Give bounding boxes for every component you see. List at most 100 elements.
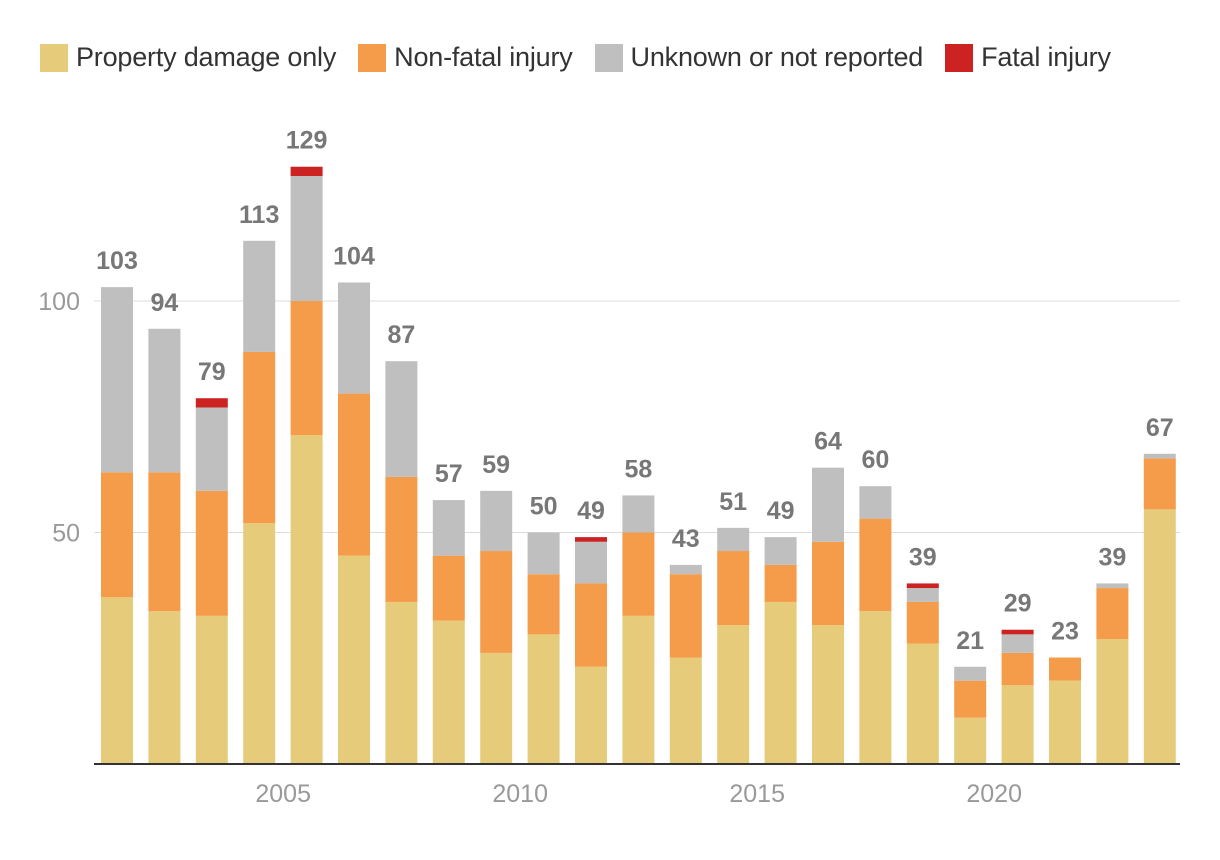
- y-tick-label-100: 100: [38, 288, 80, 316]
- bar-segment-2024-property-damage-only: [1143, 509, 1176, 764]
- legend: Property damage only Non-fatal injury Un…: [40, 42, 1133, 73]
- bar-segment-2004-property-damage-only: [195, 615, 228, 764]
- bar-segment-2005-non-fatal-injury: [243, 351, 276, 524]
- bar-segment-2013-property-damage-only: [622, 615, 655, 764]
- bar-segment-2003-property-damage-only: [148, 611, 181, 764]
- bar-segment-2018-unknown-or-not-reported: [859, 486, 892, 519]
- legend-swatch-unknown: [594, 43, 623, 72]
- bar-segment-2004-fatal-injury: [195, 398, 228, 408]
- total-label-2014: 43: [672, 525, 700, 553]
- bar-segment-2007-unknown-or-not-reported: [338, 282, 370, 394]
- bar-segment-2013-non-fatal-injury: [622, 532, 655, 616]
- bar-segment-2018-property-damage-only: [859, 611, 892, 764]
- bar-segment-2002-non-fatal-injury: [101, 472, 133, 598]
- total-label-2024: 67: [1146, 414, 1174, 442]
- legend-swatch-fatal-injury: [945, 43, 974, 72]
- total-label-2003: 94: [150, 289, 178, 317]
- bar-segment-2015-unknown-or-not-reported: [717, 527, 750, 552]
- legend-item-unknown: Unknown or not reported: [594, 42, 923, 73]
- total-label-2016: 49: [767, 497, 795, 525]
- bar-segment-2005-property-damage-only: [243, 523, 276, 764]
- total-label-2007: 104: [333, 242, 375, 270]
- total-label-2020: 21: [956, 627, 984, 655]
- legend-label-fatal-injury: Fatal injury: [981, 42, 1111, 72]
- total-label-2017: 64: [814, 428, 842, 456]
- total-label-2012: 49: [577, 497, 605, 525]
- total-label-2023: 39: [1098, 543, 1126, 571]
- bar-segment-2020-non-fatal-injury: [954, 680, 987, 718]
- legend-item-non-fatal-injury: Non-fatal injury: [358, 42, 573, 73]
- legend-label-property-damage: Property damage only: [76, 42, 337, 72]
- bar-segment-2014-unknown-or-not-reported: [669, 564, 702, 575]
- bar-segment-2013-unknown-or-not-reported: [622, 495, 655, 533]
- bar-segment-2019-property-damage-only: [906, 643, 939, 764]
- total-label-2021: 29: [1004, 590, 1032, 618]
- bar-segment-2014-non-fatal-injury: [669, 574, 702, 658]
- bar-segment-2008-non-fatal-injury: [385, 476, 418, 602]
- legend-item-fatal-injury: Fatal injury: [945, 42, 1111, 73]
- bar-segment-2011-non-fatal-injury: [527, 574, 560, 635]
- bar-segment-2006-non-fatal-injury: [290, 301, 323, 436]
- x-tick-label-2010: 2010: [492, 780, 548, 808]
- bar-segment-2009-unknown-or-not-reported: [432, 500, 465, 556]
- y-tick-label-50: 50: [52, 520, 80, 548]
- bar-segment-2012-non-fatal-injury: [575, 583, 607, 667]
- bar-segment-2022-non-fatal-injury: [1049, 657, 1081, 681]
- bar-segment-2014-property-damage-only: [669, 657, 702, 764]
- bar-segment-2007-property-damage-only: [338, 555, 370, 764]
- bar-segment-2017-unknown-or-not-reported: [812, 467, 844, 542]
- bar-segment-2021-non-fatal-injury: [1001, 652, 1034, 686]
- bar-segment-2019-unknown-or-not-reported: [906, 588, 939, 602]
- bar-segment-2021-unknown-or-not-reported: [1001, 634, 1034, 653]
- legend-swatch-property-damage: [40, 43, 68, 72]
- total-label-2008: 87: [387, 321, 415, 349]
- total-label-2011: 50: [530, 493, 558, 521]
- bar-segment-2015-non-fatal-injury: [717, 551, 750, 626]
- total-label-2018: 60: [861, 446, 889, 474]
- bar-segment-2009-property-damage-only: [432, 620, 465, 764]
- bar-segment-2023-non-fatal-injury: [1096, 588, 1129, 639]
- legend-item-property-damage: Property damage only: [40, 42, 336, 73]
- total-label-2002: 103: [96, 247, 138, 275]
- bar-segment-2020-property-damage-only: [954, 717, 987, 764]
- bar-segment-2024-non-fatal-injury: [1143, 458, 1176, 510]
- bar-segment-2016-non-fatal-injury: [764, 564, 797, 602]
- bar-segment-2016-property-damage-only: [764, 601, 797, 764]
- bar-segment-2008-unknown-or-not-reported: [385, 361, 418, 477]
- bar-segment-2022-property-damage-only: [1049, 680, 1081, 764]
- bar-segment-2002-property-damage-only: [101, 597, 133, 764]
- bar-segment-2003-unknown-or-not-reported: [148, 328, 181, 473]
- bar-segment-2008-property-damage-only: [385, 601, 418, 764]
- legend-swatch-non-fatal-injury: [358, 43, 387, 72]
- bar-segment-2012-fatal-injury: [575, 537, 607, 542]
- bar-segment-2004-unknown-or-not-reported: [195, 407, 228, 491]
- bar-segment-2023-unknown-or-not-reported: [1096, 583, 1129, 589]
- bar-segment-2023-property-damage-only: [1096, 638, 1129, 764]
- total-label-2009: 57: [435, 460, 463, 488]
- bar-segment-2004-non-fatal-injury: [195, 490, 228, 616]
- bar-segment-2006-property-damage-only: [290, 435, 323, 764]
- bar-segment-2010-unknown-or-not-reported: [480, 490, 513, 552]
- bar-segment-2010-property-damage-only: [480, 652, 513, 764]
- bar-segment-2015-property-damage-only: [717, 625, 750, 764]
- bar-segment-2003-non-fatal-injury: [148, 472, 181, 612]
- bar-segment-2006-fatal-injury: [290, 166, 323, 176]
- total-label-2019: 39: [909, 543, 937, 571]
- bar-segment-2011-property-damage-only: [527, 634, 560, 764]
- total-label-2010: 59: [482, 451, 510, 479]
- total-label-2006: 129: [286, 127, 328, 155]
- bar-segment-2007-non-fatal-injury: [338, 393, 370, 556]
- bar-segment-2010-non-fatal-injury: [480, 551, 513, 653]
- total-label-2022: 23: [1051, 618, 1079, 646]
- bar-segment-2016-unknown-or-not-reported: [764, 537, 797, 565]
- bar-segment-2012-property-damage-only: [575, 666, 607, 764]
- bar-segment-2019-non-fatal-injury: [906, 601, 939, 644]
- bar-segment-2005-unknown-or-not-reported: [243, 240, 276, 352]
- total-label-2015: 51: [719, 488, 747, 516]
- bar-segment-2002-unknown-or-not-reported: [101, 287, 133, 473]
- bar-segment-2018-non-fatal-injury: [859, 518, 892, 612]
- bar-segment-2012-unknown-or-not-reported: [575, 541, 607, 584]
- bar-segment-2019-fatal-injury: [906, 583, 939, 589]
